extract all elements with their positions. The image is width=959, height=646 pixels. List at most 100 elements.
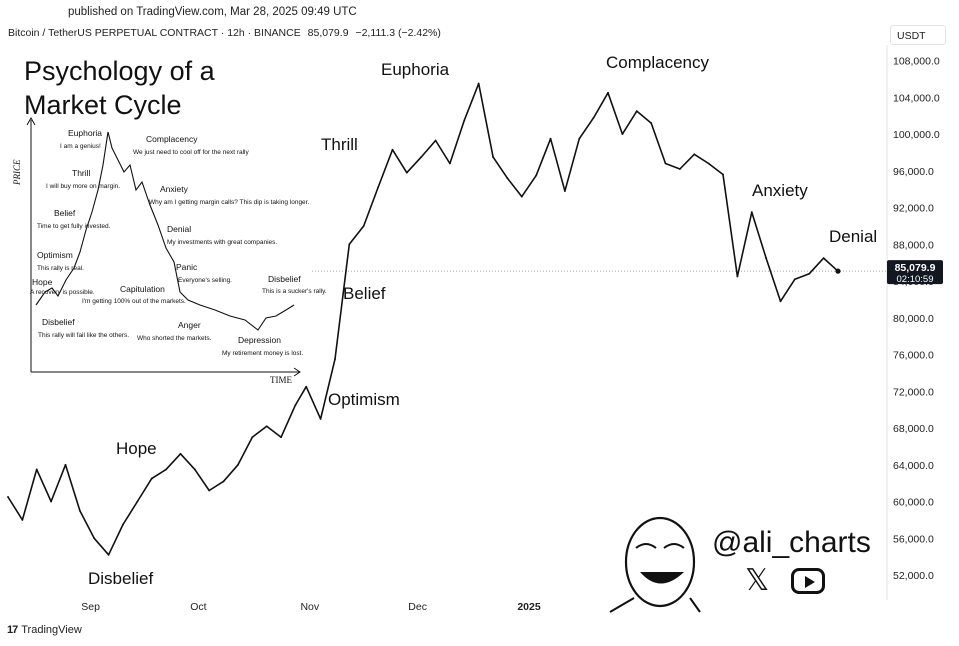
price-point [334, 358, 336, 361]
price-point [280, 436, 282, 439]
price-point [722, 173, 724, 176]
price-point [251, 436, 254, 439]
price-point [165, 468, 167, 471]
inset-cycle-curve [35, 131, 295, 331]
inset-label-title: Disbelief [268, 274, 301, 284]
price-point [237, 463, 239, 466]
price-point [793, 278, 796, 281]
y-tick-label: 100,000.0 [893, 129, 940, 141]
y-tick-label: 52,000.0 [893, 570, 934, 582]
tradingview-logo-icon: 17 [7, 624, 18, 636]
inset-y-arrow [26, 116, 36, 126]
price-point [549, 137, 552, 140]
inset-label-title: Hope [32, 277, 53, 287]
phase-annotation: Anxiety [752, 181, 808, 200]
price-point [348, 243, 351, 246]
price-point [822, 257, 825, 260]
price-point [564, 190, 566, 192]
phase-annotation: Denial [829, 227, 877, 246]
x-tick-label: Sep [81, 601, 100, 613]
tradingview-brand: TradingView [21, 624, 82, 636]
price-point [193, 468, 196, 471]
price-point [150, 477, 153, 480]
avatar-cartoon-icon [624, 516, 696, 608]
inset-axis-y-label: PRICE [12, 159, 22, 186]
inset-label-text: Time to get fully invested. [37, 223, 111, 230]
price-point [635, 110, 638, 113]
price-point [449, 162, 451, 165]
price-point [265, 425, 268, 428]
price-point [693, 153, 696, 156]
y-tick-label: 108,000.0 [893, 56, 940, 68]
price-point [294, 404, 297, 406]
price-point [50, 500, 53, 503]
price-point [664, 162, 667, 165]
price-point [319, 417, 322, 420]
inset-label-title: Euphoria [68, 128, 102, 138]
phase-annotation: Disbelief [88, 569, 153, 588]
x-tick-label: Nov [300, 601, 319, 613]
currency-button[interactable]: USDT [890, 25, 946, 45]
price-point [592, 116, 595, 119]
price-point [107, 553, 110, 556]
inset-x-arrow [293, 367, 301, 377]
price-point [520, 195, 523, 198]
last-price-dot [835, 268, 841, 274]
x-tick-label: Oct [190, 601, 206, 613]
x-tick-label: 2025 [517, 601, 541, 613]
y-tick-label: 56,000.0 [893, 533, 934, 545]
tradingview-footer[interactable]: 17 TradingView [7, 624, 82, 636]
price-tag-countdown: 02:10:59 [897, 274, 934, 285]
last-price: 85,079.9 [307, 27, 349, 39]
x-logo-icon: 𝕏 [745, 564, 770, 597]
y-tick-label: 80,000.0 [893, 313, 934, 325]
inset-title: Psychology of a Market Cycle [24, 54, 215, 122]
inset-label-text: Why am I getting margin calls? This dip … [149, 199, 309, 206]
inset-label-title: Thrill [72, 168, 91, 178]
inset-label-title: Depression [238, 335, 281, 345]
inset-label-title: Anxiety [160, 184, 189, 194]
inset-title-line2: Market Cycle [24, 90, 182, 120]
symbol-name[interactable]: Bitcoin / TetherUS PERPETUAL CONTRACT · … [8, 27, 301, 39]
phase-annotation: Optimism [328, 390, 400, 409]
price-point [420, 156, 423, 158]
price-point [391, 148, 394, 151]
inset-label-text: I will buy more on margin. [46, 183, 120, 190]
inset-label-text: A recovery is possible. [30, 289, 95, 296]
price-point [607, 91, 609, 94]
social-icons: 𝕏 [745, 564, 826, 597]
price-point [808, 272, 811, 275]
phase-annotation: Hope [116, 439, 157, 458]
phase-annotation: Thrill [321, 135, 358, 154]
price-point [779, 300, 782, 303]
avatar-shoulders [609, 597, 701, 613]
y-tick-label: 96,000.0 [893, 166, 934, 178]
price-point [463, 119, 466, 122]
inset-label-title: Capitulation [120, 284, 165, 294]
inset-label-text: I am a genius! [60, 143, 101, 150]
price-tag-value: 85,079.9 [895, 262, 936, 274]
price-point [492, 156, 494, 158]
price-point [64, 463, 67, 466]
y-tick-label: 68,000.0 [893, 423, 934, 435]
price-point [35, 468, 38, 471]
price-point [136, 500, 139, 503]
price-point [434, 139, 437, 142]
inset-label-title: Disbelief [42, 317, 75, 327]
y-tick-label: 64,000.0 [893, 460, 934, 472]
watermark-handle: @ali_charts [712, 526, 871, 559]
inset-label-text: This rally will fail like the others. [38, 332, 129, 339]
inset-title-line1: Psychology of a [24, 56, 215, 86]
avatar-mouth [640, 572, 684, 584]
price-tag-box [887, 260, 943, 285]
y-tick-label: 76,000.0 [893, 350, 934, 362]
inset-label-title: Denial [167, 224, 191, 234]
y-tick-label: 72,000.0 [893, 386, 934, 398]
price-point [222, 480, 225, 483]
inset-label-text: This is a sucker's rally. [262, 288, 327, 295]
inset-label-title: Complacency [146, 134, 198, 144]
price-point [707, 162, 710, 165]
avatar-eye-left [635, 543, 657, 549]
inset-label-title: Panic [176, 262, 198, 272]
